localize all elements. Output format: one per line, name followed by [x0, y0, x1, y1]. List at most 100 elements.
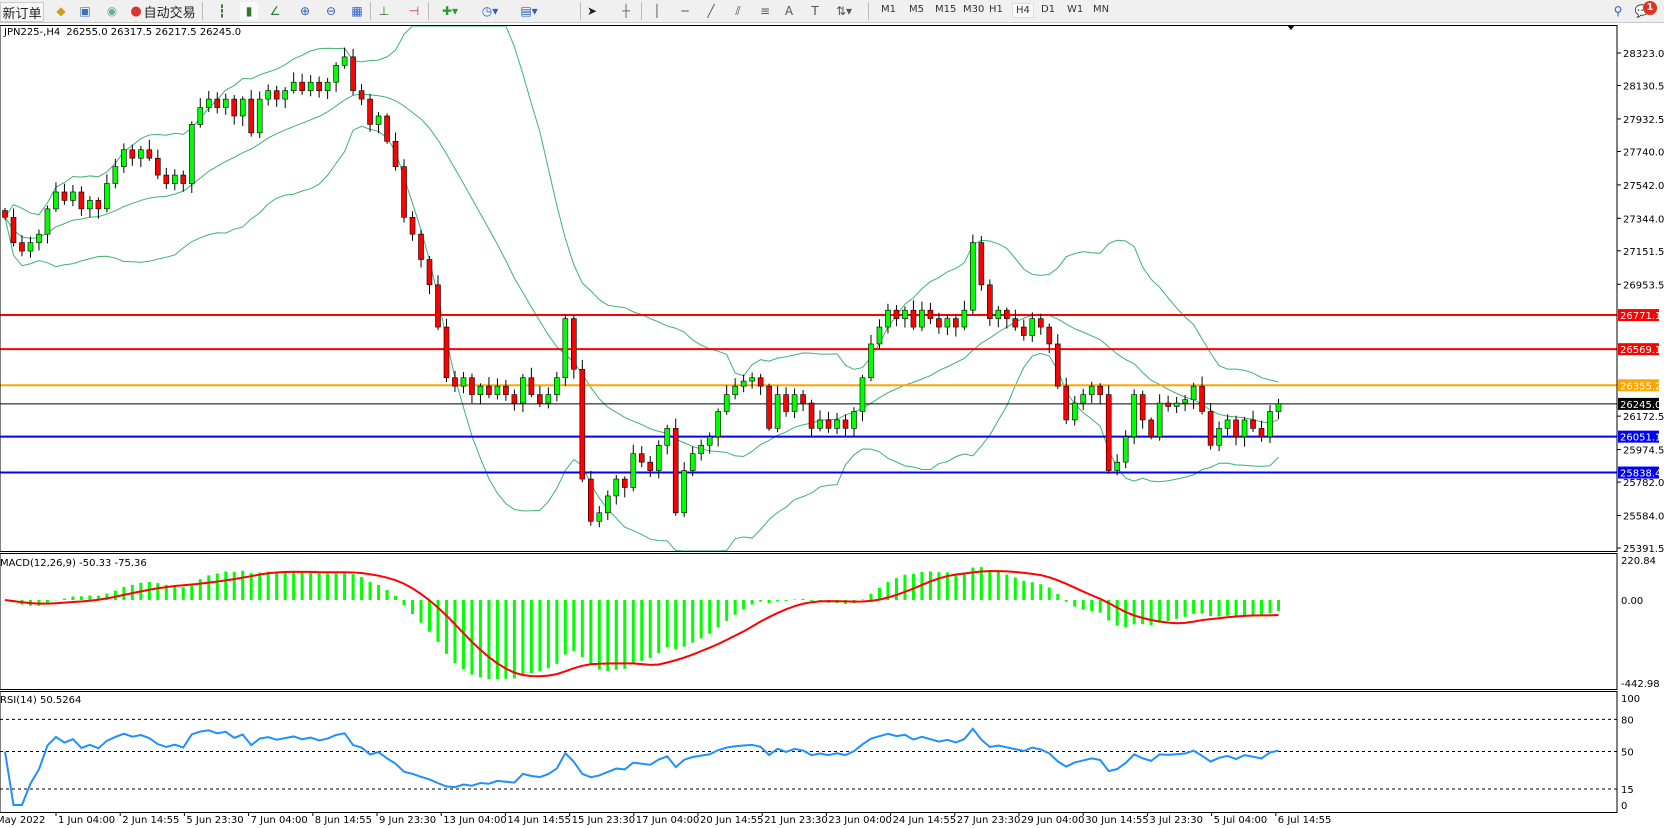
bear-candle-body	[1021, 327, 1026, 335]
text-label-icon[interactable]: T	[808, 2, 822, 20]
candle	[19, 235, 24, 256]
rsi-tick-label: 50	[1621, 748, 1634, 759]
chart-shift-icon[interactable]: ⊣	[405, 2, 423, 20]
new-chart-icon[interactable]: ✚▾	[435, 2, 465, 20]
line-chart-icon[interactable]: ∠	[266, 2, 284, 20]
candle	[1166, 396, 1171, 412]
bear-candle-body	[215, 99, 220, 107]
bull-candle-body	[520, 378, 525, 403]
candle	[767, 384, 772, 431]
zoom-out-icon[interactable]: ⊖	[322, 2, 340, 20]
macd-histogram-bar	[869, 594, 872, 600]
bull-candle-body	[291, 82, 296, 90]
bull-candle-body	[53, 192, 58, 209]
candle	[970, 235, 975, 315]
timeframe-m15-button[interactable]: M15	[932, 3, 959, 16]
periods-icon[interactable]: ◷▾	[475, 2, 505, 20]
candle	[393, 133, 398, 171]
macd-histogram-bar	[1175, 600, 1178, 619]
zoom-in-icon[interactable]: ⊕	[296, 2, 314, 20]
bear-candle-body	[410, 217, 415, 234]
bull-candle-body	[733, 386, 738, 394]
bar-chart-icon[interactable]: ┇	[213, 2, 231, 20]
crosshair-icon[interactable]: ┼	[618, 2, 634, 20]
bear-candle-body	[351, 57, 356, 91]
timeframe-w1-button[interactable]: W1	[1064, 3, 1086, 16]
macd-histogram-bar	[1235, 600, 1238, 617]
vertical-line-icon[interactable]: │	[650, 2, 664, 20]
candle	[996, 306, 1001, 327]
time-tick-label: 5 Jul 04:00	[1214, 815, 1268, 825]
bull-candle-body	[1276, 404, 1281, 412]
macd-histogram-bar	[666, 600, 669, 647]
horizontal-line-icon[interactable]: ─	[677, 2, 693, 20]
candle	[1030, 312, 1035, 342]
bear-candle-body	[673, 428, 678, 512]
candle	[317, 76, 322, 97]
timeframe-m5-button[interactable]: M5	[906, 3, 927, 16]
text-icon[interactable]: A	[782, 2, 796, 20]
chart-shift-marker[interactable]	[1287, 25, 1295, 30]
bull-candle-body	[36, 234, 41, 242]
timeframe-m30-button[interactable]: M30	[960, 3, 987, 16]
macd-histogram-bar	[937, 572, 940, 600]
bull-candle-body	[334, 65, 339, 82]
macd-histogram-bar	[479, 600, 482, 677]
bear-candle-body	[1004, 310, 1009, 318]
bear-candle-body	[317, 82, 322, 90]
macd-histogram-bar	[581, 600, 584, 657]
navigator-icon[interactable]: ▣	[77, 2, 93, 20]
cursor-icon[interactable]: ➤	[584, 2, 600, 20]
market-watch-icon[interactable]: ◆	[52, 2, 70, 20]
macd-histogram-bar	[182, 587, 185, 600]
macd-histogram-bar	[411, 600, 414, 614]
time-tick-label: 9 Jun 23:30	[379, 815, 436, 825]
bull-candle-body	[478, 386, 483, 394]
new-order-button[interactable]: 新订单	[0, 2, 44, 22]
trendline-icon[interactable]: ╱	[703, 2, 719, 20]
timeframe-mn-button[interactable]: MN	[1090, 3, 1112, 16]
bear-candle-body	[1259, 428, 1264, 436]
bear-candle-body	[979, 243, 984, 285]
auto-scroll-icon[interactable]: ⊥	[375, 2, 393, 20]
price-level-label: 26569.1	[1620, 345, 1661, 356]
candle	[512, 390, 517, 411]
tile-windows-icon[interactable]: ▦	[348, 2, 366, 20]
candle	[1242, 417, 1247, 447]
macd-histogram-bar	[555, 600, 558, 664]
macd-histogram-bar	[623, 600, 626, 669]
candle	[164, 168, 169, 189]
time-tick-label: 13 Jun 04:00	[443, 815, 507, 825]
candle	[580, 360, 585, 482]
arrows-icon[interactable]: ⇅▾	[833, 2, 855, 20]
auto-trade-button[interactable]: ●自动交易	[130, 2, 196, 20]
candlestick-icon[interactable]: ▮	[240, 2, 258, 20]
bear-candle-body	[1047, 327, 1052, 344]
timeframe-h1-button[interactable]: H1	[986, 3, 1006, 16]
bear-candle-body	[486, 386, 491, 394]
macd-histogram-bar	[572, 600, 575, 651]
bear-candle-body	[1013, 319, 1018, 327]
signals-icon[interactable]: ◉	[103, 2, 121, 20]
templates-icon[interactable]: ▤▾	[510, 2, 548, 20]
candle	[631, 445, 636, 491]
time-tick-label: 29 Jun 04:00	[1021, 815, 1085, 825]
bull-candle-body	[1089, 386, 1094, 394]
macd-histogram-bar	[1065, 600, 1068, 602]
macd-histogram-bar	[258, 573, 261, 600]
timeframe-m1-button[interactable]: M1	[878, 3, 899, 16]
macd-histogram-bar	[199, 579, 202, 600]
macd-histogram-bar	[521, 600, 524, 675]
fibonacci-icon[interactable]: ≡	[757, 2, 773, 20]
timeframe-h4-button[interactable]: H4	[1012, 3, 1034, 18]
equidistant-channel-icon[interactable]: ⫽	[730, 2, 746, 20]
macd-histogram-bar	[394, 596, 397, 600]
macd-histogram-bar	[284, 572, 287, 600]
search-icon[interactable]: ⚲	[1610, 2, 1626, 20]
timeframe-d1-button[interactable]: D1	[1038, 3, 1058, 16]
macd-histogram-bar	[1124, 600, 1127, 627]
chart-canvas[interactable]: 28323.028130.527932.527740.027542.027344…	[0, 24, 1664, 825]
macd-histogram-bar	[725, 600, 728, 621]
bull-candle-body	[1191, 386, 1196, 400]
